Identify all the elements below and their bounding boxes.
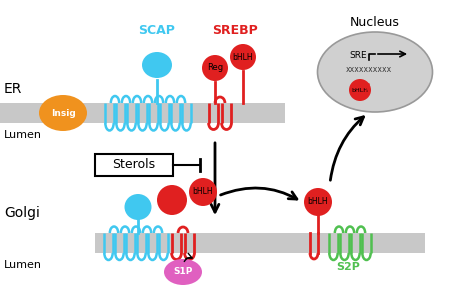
Bar [95,154,173,176]
Bar [0,103,285,123]
Ellipse shape [202,55,228,81]
Ellipse shape [349,79,371,101]
Ellipse shape [230,44,256,70]
Text: bHLH: bHLH [193,188,213,196]
Text: S1P: S1P [173,267,193,277]
Text: SREBP: SREBP [212,24,258,36]
Text: SRE: SRE [349,50,367,59]
Text: S2P: S2P [336,262,360,272]
Text: bHLH: bHLH [351,88,369,92]
Ellipse shape [39,95,87,131]
Text: Nucleus: Nucleus [350,16,400,28]
Text: xxxxxxxxxx: xxxxxxxxxx [346,65,392,74]
Ellipse shape [164,259,202,285]
Text: Golgi: Golgi [4,206,40,220]
Ellipse shape [157,185,187,215]
Ellipse shape [125,194,152,220]
Text: SCAP: SCAP [139,24,176,36]
Ellipse shape [318,32,432,112]
Text: Sterols: Sterols [112,159,156,171]
Text: Lumen: Lumen [4,260,42,270]
Text: bHLH: bHLH [308,197,328,207]
Bar [95,233,425,253]
Ellipse shape [142,52,172,78]
Ellipse shape [189,178,217,206]
Text: bHLH: bHLH [233,53,253,62]
Text: ER: ER [4,82,22,96]
Ellipse shape [304,188,332,216]
Text: Reg: Reg [207,64,223,73]
Text: Insig: Insig [50,109,76,118]
Text: Lumen: Lumen [4,130,42,140]
